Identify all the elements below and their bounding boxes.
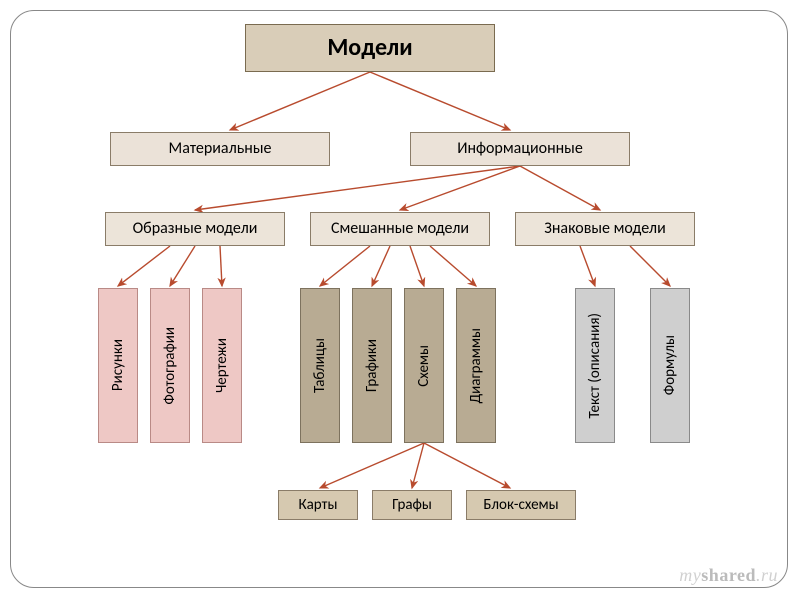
vbox-text: Текст (описания) — [575, 288, 615, 443]
vbox-schemes: Схемы — [404, 288, 444, 443]
leaf-label: Графы — [392, 497, 432, 514]
level3-mixed: Смешанные модели — [310, 212, 490, 246]
leaf-label: Карты — [299, 497, 338, 514]
level2-info: Информационные — [410, 132, 630, 166]
leaf-maps: Карты — [278, 490, 358, 520]
vbox-label: Графики — [363, 339, 381, 392]
level3-label: Смешанные модели — [331, 220, 469, 238]
level2-material: Материальные — [110, 132, 330, 166]
leaf-graphs: Графы — [372, 490, 452, 520]
vbox-drawings: Рисунки — [98, 288, 138, 443]
vbox-blueprints: Чертежи — [202, 288, 242, 443]
vbox-label: Фотографии — [161, 327, 179, 405]
level3-label: Знаковые модели — [544, 220, 665, 238]
level2-label: Информационные — [457, 140, 583, 158]
leaf-flowcharts: Блок-схемы — [466, 490, 576, 520]
vbox-label: Рисунки — [109, 339, 127, 391]
vbox-tables: Таблицы — [300, 288, 340, 443]
level3-label: Образные модели — [133, 220, 258, 238]
vbox-label: Диаграммы — [467, 328, 485, 403]
vbox-label: Таблицы — [311, 338, 329, 393]
vbox-label: Текст (описания) — [586, 313, 604, 418]
vbox-label: Схемы — [415, 345, 433, 387]
leaf-label: Блок-схемы — [483, 497, 558, 514]
level2-label: Материальные — [169, 140, 272, 158]
level3-pictorial: Образные модели — [105, 212, 285, 246]
title-box: Модели — [245, 24, 495, 72]
vbox-label: Формулы — [661, 335, 679, 395]
vbox-formulas: Формулы — [650, 288, 690, 443]
vbox-diagrams: Диаграммы — [456, 288, 496, 443]
watermark: myshared.ru — [679, 565, 778, 586]
level3-symbolic: Знаковые модели — [515, 212, 695, 246]
vbox-photos: Фотографии — [150, 288, 190, 443]
title-label: Модели — [327, 35, 412, 61]
vbox-label: Чертежи — [213, 338, 231, 393]
vbox-charts: Графики — [352, 288, 392, 443]
